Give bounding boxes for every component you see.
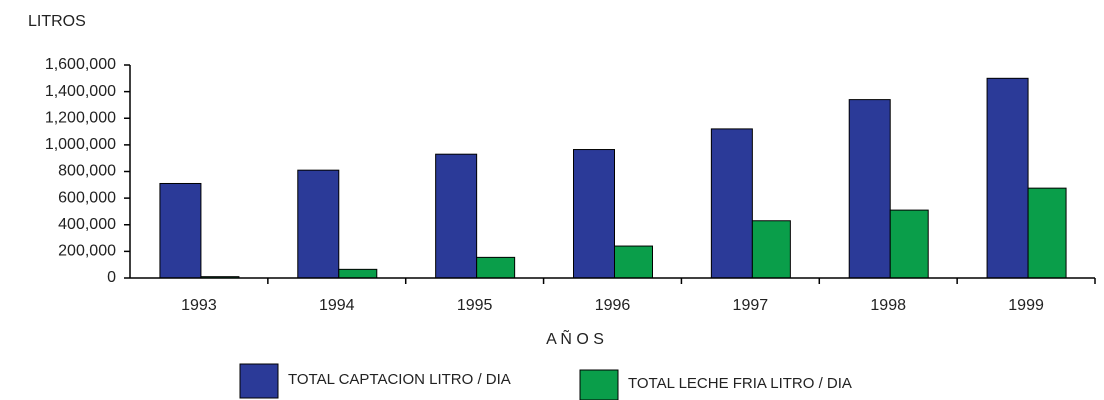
legend-swatch (579, 369, 619, 400)
bar (476, 256, 516, 279)
y-tick-label: 200,000 (58, 243, 116, 260)
bar (297, 169, 340, 279)
bar (614, 245, 653, 279)
bar (889, 209, 929, 279)
bar (435, 153, 478, 279)
x-tick-label: 1997 (733, 297, 769, 314)
y-tick-label: 600,000 (58, 189, 116, 206)
y-tick-label: 800,000 (58, 163, 116, 180)
x-tick-label: 1998 (870, 297, 906, 314)
bar (751, 220, 791, 279)
x-tick-label: 1999 (1008, 297, 1044, 314)
x-tick-label: 1993 (181, 297, 217, 314)
bar (710, 128, 753, 279)
y-tick-label: 1,200,000 (45, 109, 116, 126)
y-tick-label: 400,000 (58, 216, 116, 233)
bar (1027, 187, 1067, 279)
y-tick-label: 0 (107, 269, 116, 286)
bar (848, 99, 891, 279)
x-axis-label: A Ñ O S (546, 328, 604, 348)
bar (986, 77, 1029, 279)
bar (573, 149, 615, 279)
y-tick-label: 1,000,000 (45, 136, 116, 153)
x-tick-label: 1995 (457, 297, 493, 314)
bar (338, 268, 378, 279)
legend-label: TOTAL LECHE FRIA LITRO / DIA (628, 375, 852, 392)
y-tick-label: 1,400,000 (45, 83, 116, 100)
legend-swatch (239, 363, 279, 399)
y-tick-label: 1,600,000 (45, 56, 116, 73)
x-tick-label: 1996 (595, 297, 631, 314)
bar (159, 182, 202, 279)
x-tick-label: 1994 (319, 297, 355, 314)
y-axis-label: LITROS (28, 13, 86, 30)
legend-label: TOTAL CAPTACION LITRO / DIA (288, 371, 511, 388)
